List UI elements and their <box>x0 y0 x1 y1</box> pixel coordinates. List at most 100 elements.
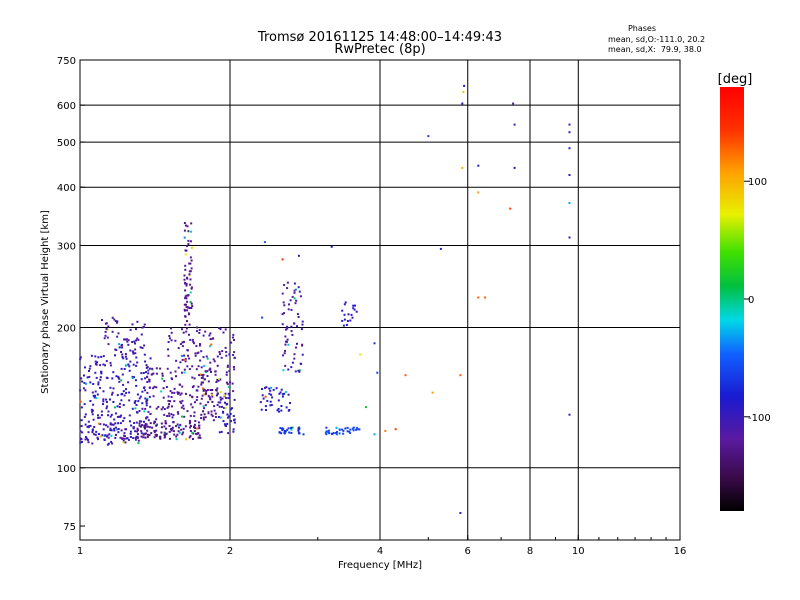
y-axis-label: Stationary phase Virtual Height [km] <box>40 210 51 394</box>
echo-point <box>211 389 214 391</box>
echo-point <box>223 423 226 426</box>
echo-point <box>180 402 183 405</box>
echo-point <box>184 425 187 428</box>
echo-point <box>136 337 139 340</box>
echo-point <box>81 431 84 434</box>
x-tick-label: 16 <box>674 546 687 557</box>
echo-point <box>232 333 235 336</box>
echo-point <box>225 425 227 427</box>
echo-point <box>111 442 114 445</box>
echo-point <box>200 381 203 384</box>
echo-point <box>197 365 200 368</box>
echo-point <box>185 330 188 333</box>
echo-point <box>112 387 115 390</box>
echo-point <box>186 276 188 279</box>
echo-point <box>373 433 376 436</box>
echo-point <box>195 433 198 436</box>
echo-point <box>184 323 187 326</box>
echo-point <box>220 356 223 359</box>
echo-point <box>107 436 110 439</box>
echo-point <box>232 428 235 431</box>
echo-point <box>214 412 217 415</box>
echo-point <box>94 371 97 374</box>
echo-point <box>96 393 99 396</box>
echo-point <box>170 413 173 416</box>
echo-point <box>79 400 82 403</box>
echo-point <box>225 354 228 357</box>
echo-point <box>283 432 286 435</box>
echo-point <box>278 431 281 434</box>
echo-point <box>509 207 512 210</box>
echo-point <box>351 316 354 319</box>
echo-point <box>166 367 169 370</box>
echo-point <box>165 432 168 435</box>
echo-point <box>215 394 218 397</box>
echo-point <box>221 405 223 408</box>
echo-point <box>233 356 236 359</box>
echo-point <box>124 428 127 431</box>
echo-point <box>142 326 145 328</box>
echo-point <box>152 395 155 398</box>
echo-point <box>226 416 229 419</box>
echo-point <box>118 406 121 408</box>
echo-point <box>210 343 213 346</box>
echo-point <box>118 346 121 349</box>
echo-point <box>161 374 164 377</box>
echo-point <box>100 370 103 373</box>
echo-point <box>198 427 201 430</box>
echo-point <box>136 427 139 430</box>
echo-point <box>105 327 108 330</box>
echo-point <box>270 404 273 406</box>
echo-point <box>174 370 177 373</box>
echo-point <box>228 370 231 373</box>
echo-point <box>198 328 201 331</box>
echo-point <box>296 313 299 316</box>
echo-point <box>170 377 173 380</box>
echo-point <box>269 400 272 403</box>
echo-point <box>355 428 358 431</box>
echo-point <box>129 328 132 331</box>
echo-point <box>96 436 99 439</box>
echo-point <box>104 322 107 325</box>
echo-point <box>148 426 151 429</box>
echo-point <box>280 388 283 391</box>
echo-point <box>196 330 198 333</box>
echo-point <box>225 371 228 374</box>
echo-point <box>283 304 286 307</box>
echo-point <box>127 381 130 384</box>
echo-point <box>218 377 220 380</box>
echo-point <box>145 404 148 407</box>
echo-point <box>187 354 190 357</box>
echo-point <box>199 436 202 439</box>
echo-point <box>301 323 304 326</box>
echo-point <box>124 338 127 341</box>
echo-point <box>293 322 296 325</box>
echo-point <box>142 372 145 374</box>
x-tick-label: 1 <box>77 546 83 557</box>
echo-point <box>189 435 192 438</box>
x-axis-label: Frequency [MHz] <box>338 560 422 571</box>
echo-point <box>228 353 231 356</box>
echo-point <box>168 403 171 406</box>
echo-point <box>177 426 180 429</box>
echo-point <box>134 342 136 345</box>
echo-point <box>203 364 206 367</box>
echo-point <box>85 437 88 440</box>
echo-point <box>196 389 199 392</box>
echo-point <box>144 360 147 363</box>
echo-point <box>109 386 112 389</box>
echo-point <box>160 422 163 425</box>
echo-point <box>163 425 166 428</box>
echo-point <box>193 423 196 426</box>
echo-point <box>104 330 107 333</box>
echo-point <box>122 383 125 386</box>
echo-point <box>185 392 187 395</box>
echo-point <box>131 377 134 380</box>
echo-point <box>191 431 194 434</box>
x-tick-label: 4 <box>377 546 383 557</box>
echo-point <box>332 432 335 434</box>
echo-point <box>146 366 149 369</box>
echo-point <box>228 394 231 397</box>
echo-point <box>173 387 176 390</box>
